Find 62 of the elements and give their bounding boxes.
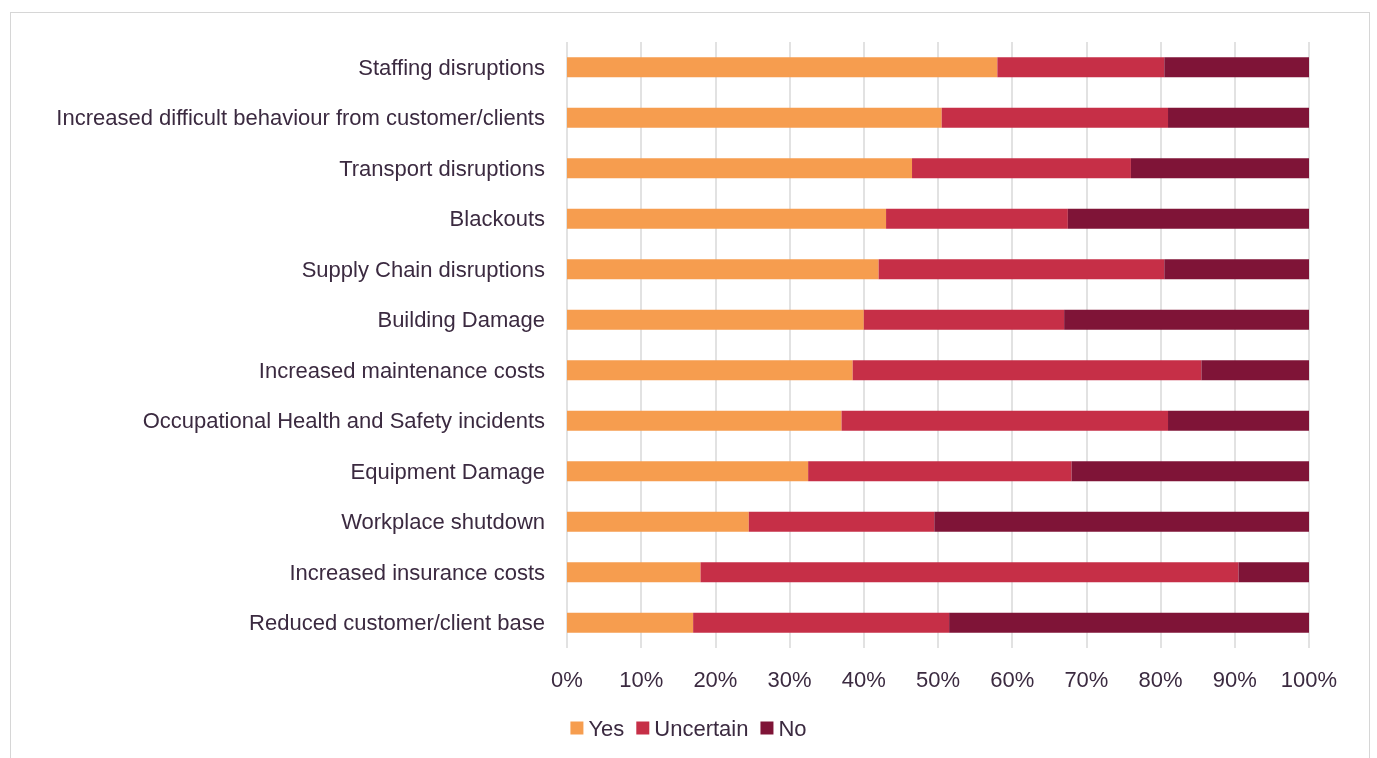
- y-tick-label: Increased difficult behaviour from customer/clients: [56, 105, 545, 131]
- x-tick-label: 50%: [915, 666, 961, 692]
- legend-label: No: [778, 715, 807, 741]
- bar: [567, 562, 701, 583]
- bar: [1168, 410, 1309, 431]
- y-tick-label: Occupational Health and Safety incidents: [142, 408, 545, 434]
- bar: [1201, 360, 1309, 381]
- bar: [567, 208, 887, 229]
- bar: [852, 360, 1202, 381]
- x-tick-label: 20%: [693, 666, 738, 692]
- x-tick-label: 70%: [1064, 666, 1109, 692]
- bar: [912, 158, 1131, 179]
- y-tick-label: Staffing disruptions: [358, 54, 545, 80]
- bar: [1071, 461, 1309, 482]
- bar: [886, 208, 1068, 229]
- y-tick-label: Building Damage: [377, 307, 545, 333]
- bar: [1064, 309, 1309, 330]
- bar: [863, 309, 1065, 330]
- x-tick-label: 100%: [1280, 666, 1338, 692]
- bar: [878, 259, 1165, 280]
- x-tick-label: 90%: [1212, 666, 1257, 692]
- bar: [941, 107, 1169, 128]
- bar: [567, 461, 809, 482]
- bar: [1067, 208, 1309, 229]
- bar: [567, 309, 864, 330]
- bar: [567, 158, 913, 179]
- bar: [748, 511, 935, 532]
- bar: [808, 461, 1072, 482]
- bar: [949, 612, 1309, 633]
- legend-label: Yes: [588, 715, 625, 741]
- bar: [1238, 562, 1309, 583]
- legend-label: Uncertain: [654, 715, 749, 741]
- y-tick-label: Supply Chain disruptions: [301, 256, 545, 282]
- bar: [567, 107, 942, 128]
- bar: [1164, 57, 1309, 78]
- y-tick-label: Increased insurance costs: [289, 559, 545, 585]
- y-tick-label: Increased maintenance costs: [258, 357, 545, 383]
- y-tick-label: Transport disruptions: [339, 155, 545, 181]
- bar: [567, 360, 853, 381]
- bar: [567, 410, 842, 431]
- bar: [1168, 107, 1309, 128]
- y-tick-label: Equipment Damage: [350, 458, 545, 484]
- bar: [934, 511, 1309, 532]
- x-tick-label: 80%: [1138, 666, 1183, 692]
- bar: [841, 410, 1169, 431]
- x-tick-label: 0%: [551, 666, 583, 692]
- bar: [1130, 158, 1309, 179]
- bar: [1164, 259, 1309, 280]
- y-tick-label: Reduced customer/client base: [249, 610, 545, 636]
- x-tick-label: 10%: [619, 666, 664, 692]
- y-tick-label: Blackouts: [449, 206, 545, 232]
- x-tick-label: 30%: [767, 666, 812, 692]
- bar: [567, 511, 749, 532]
- x-tick-label: 40%: [841, 666, 886, 692]
- x-tick-label: 60%: [990, 666, 1035, 692]
- bar: [567, 57, 998, 78]
- bar: [567, 612, 694, 633]
- bar: [997, 57, 1165, 78]
- bar: [693, 612, 950, 633]
- bar: [567, 259, 879, 280]
- bar: [700, 562, 1239, 583]
- y-tick-label: Workplace shutdown: [341, 509, 545, 535]
